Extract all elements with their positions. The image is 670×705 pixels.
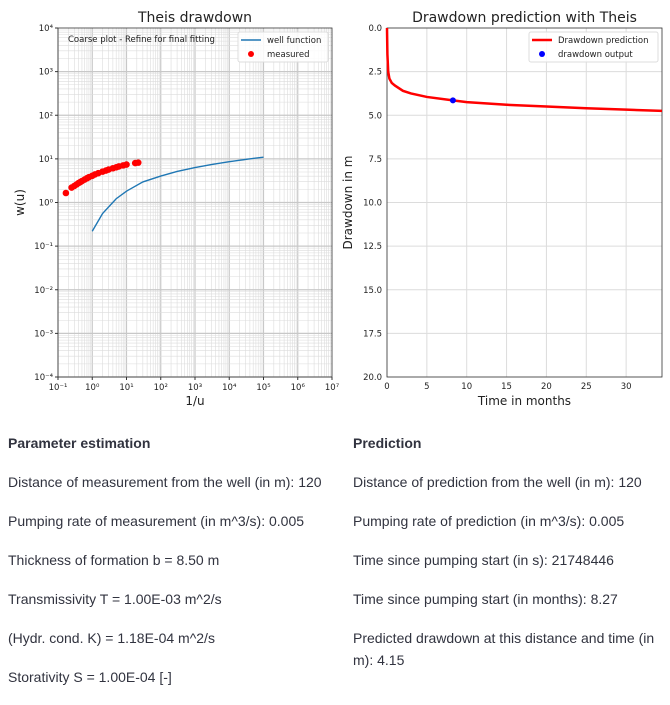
drawdown-prediction-line [385,27,663,113]
x-tick-label: 10⁶ [291,383,306,393]
y-tick-label: 10¹ [39,155,53,165]
x-tick-label: 15 [501,382,512,392]
pred-pumping-rate: Pumping rate of prediction (in m^3/s): 0… [353,513,625,529]
y-tick-label: 10⁻¹ [34,242,53,252]
x-tick-label: 5 [424,382,429,392]
x-tick-label: 10⁷ [325,383,340,393]
x-tick-label: 30 [621,382,632,392]
y-tick-label: 2.5 [368,68,382,78]
drawdown-output-point [449,97,456,104]
parameter-heading: Parameter estimation [8,435,151,451]
y-tick-label: 10⁻⁴ [34,373,53,383]
x-tick-label: 10 [461,382,472,392]
x-tick-label: 0 [384,382,389,392]
parameter-estimation-section: Parameter estimation Distance of measure… [8,432,323,705]
x-tick-label: 10² [154,383,168,393]
y-tick-label: 12.5 [363,242,382,252]
legend-marker-measured [248,51,254,57]
y-axis-label: Drawdown in m [341,156,355,250]
param-thickness: Thickness of formation b = 8.50 m [8,552,220,568]
y-tick-label: 0.0 [368,24,382,34]
y-tick-label: 15.0 [363,286,382,296]
x-tick-label: 10³ [188,383,202,393]
y-tick-label: 10⁴ [39,24,54,34]
y-tick-label: 10⁻² [34,286,53,296]
x-tick-label: 10¹ [119,383,133,393]
charts: 10⁻¹ 10⁰ 10¹ 10² 10³ 10⁴ 10⁵ 10⁶ 10⁷ 10⁻⁴ 10⁻³ 10⁻²… [13,10,663,408]
measured-point [62,189,70,197]
measured-point [123,161,130,168]
chart-title: Drawdown prediction with Theis [412,10,637,26]
measured-point [134,159,142,166]
pred-distance: Distance of prediction from the well (in… [353,474,642,490]
legend-marker-output [539,51,545,57]
x-tick-label: 10⁰ [85,383,100,393]
legend-label: drawdown output [558,50,633,60]
y-tick-label: 10³ [39,68,53,78]
param-transmissivity: Transmissivity T = 1.00E-03 m^2/s [8,591,222,607]
legend-label: measured [267,50,309,60]
x-tick-label: 10⁵ [256,383,270,393]
x-tick-label: 25 [581,382,592,392]
x-tick-label: 10⁴ [222,383,237,393]
x-tick-label: 10⁻¹ [49,383,68,393]
well-function-line [91,156,264,232]
param-storativity: Storativity S = 1.00E-04 [-] [8,669,172,685]
legend-box [528,31,659,63]
y-tick-label: 10⁻³ [34,329,53,339]
pred-time-months: Time since pumping start (in months): 8.… [353,591,618,607]
prediction-heading: Prediction [353,435,422,451]
prediction-section: Prediction Distance of prediction from t… [353,432,663,688]
y-tick-label: 5.0 [368,111,382,121]
y-tick-label: 20.0 [363,373,382,383]
x-axis-label: 1/u [185,394,204,408]
y-axis-label: w(u) [13,189,27,216]
legend-label: well function [267,36,321,46]
x-axis-label: Time in months [477,394,571,408]
param-pumping-rate: Pumping rate of measurement (in m^3/s): … [8,513,305,529]
param-distance: Distance of measurement from the well (i… [8,474,322,490]
y-tick-label: 10⁰ [39,199,54,209]
annotation: Coarse plot - Refine for final fitting [68,35,215,45]
pred-drawdown: Predicted drawdown at this distance and … [353,630,655,668]
param-hydraulic-conductivity: (Hydr. cond. K) = 1.18E-04 m^2/s [8,630,215,646]
pred-time-seconds: Time since pumping start (in s): 2174844… [353,552,614,568]
y-tick-label: 10² [39,111,53,121]
x-tick-label: 20 [541,382,552,392]
plot-frame [386,27,663,378]
chart-title: Theis drawdown [137,10,252,26]
y-tick-label: 17.5 [363,329,382,339]
y-tick-label: 10.0 [363,199,382,209]
legend-label: Drawdown prediction [558,36,648,46]
y-tick-label: 7.5 [368,155,382,165]
